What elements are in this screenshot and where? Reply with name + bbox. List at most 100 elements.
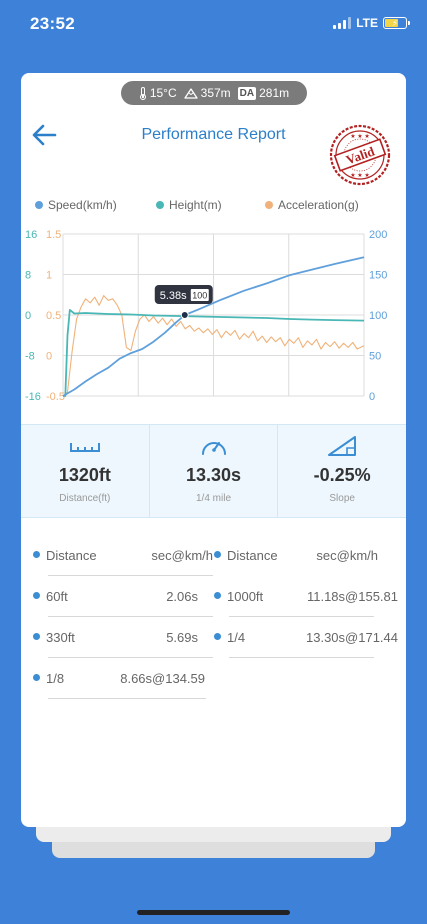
legend-speed[interactable]: Speed(km/h): [35, 198, 117, 212]
speedometer-icon: [201, 442, 226, 455]
stat-distance: 1320ft Distance(ft): [21, 425, 149, 517]
divider: [48, 616, 213, 617]
split-row: 330ft 5.69s 1/4 13.30s@171.44: [33, 621, 403, 662]
network-type: LTE: [356, 16, 378, 30]
stat-label: Slope: [329, 493, 355, 504]
bullet-dot: [33, 633, 40, 640]
speed-axis-tick-label: 200: [369, 229, 387, 241]
page-title: Performance Report: [141, 126, 286, 143]
speed-axis-tick-label: 50: [369, 351, 381, 363]
stat-label: Distance(ft): [59, 493, 111, 504]
summary-stats: 1320ft Distance(ft) 13.30s 1/4 mile -0.2…: [21, 424, 406, 518]
signal-icon: [333, 17, 352, 29]
status-time: 23:52: [30, 14, 75, 33]
altitude-value: 357m: [200, 86, 231, 100]
split-value: 11.18s@155.81: [306, 589, 398, 604]
split-value: 2.06s: [166, 589, 198, 604]
bullet-dot: [33, 674, 40, 681]
divider: [48, 698, 206, 699]
stat-value: 13.30s: [185, 465, 242, 485]
split-distance: 330ft: [46, 630, 75, 645]
divider: [48, 657, 213, 658]
stat-value: -0.25%: [313, 465, 371, 485]
split-distance: 60ft: [46, 589, 68, 604]
divider: [229, 657, 374, 658]
height-axis-tick-label: 16: [25, 229, 37, 241]
density-altitude-value: 281m: [259, 86, 290, 100]
home-indicator[interactable]: [137, 910, 290, 915]
split-header-left: Distance sec@km/h: [33, 539, 213, 580]
stat-value: 1320ft: [58, 465, 111, 485]
slope-icon: [328, 436, 357, 456]
split-header-row: Distance sec@km/h Distance sec@km/h: [33, 539, 403, 580]
split-header-right: Distance sec@km/h: [214, 539, 378, 580]
acceleration-axis-tick-label: 1: [46, 270, 52, 282]
svg-text:★ ★ ★: ★ ★ ★: [350, 133, 369, 140]
bullet-dot: [214, 633, 221, 640]
acceleration-axis-tick-label: -0.5: [46, 391, 65, 403]
split-header-distance: Distance: [46, 548, 97, 563]
legend-acceleration[interactable]: Acceleration(g): [265, 198, 359, 212]
height-axis-tick-label: 0: [25, 310, 31, 322]
divider: [48, 575, 213, 576]
speed-axis-tick-label: 100: [369, 310, 387, 322]
legend-dot: [35, 201, 43, 209]
back-arrow-icon[interactable]: [30, 122, 60, 148]
valid-stamp-icon: Valid ★ ★ ★ ★ ★ ★: [329, 124, 391, 186]
bullet-dot: [214, 592, 221, 599]
split-row: 1/8 8.66s@134.59: [33, 662, 403, 703]
thermometer-icon: [139, 86, 146, 100]
height-axis-tick-label: -8: [25, 351, 35, 363]
mountain-icon: [183, 87, 198, 99]
split-header-distance: Distance: [227, 548, 278, 563]
temperature-value: 15°C: [149, 86, 177, 100]
environment-pill: 15°C 357m DA 281m: [121, 81, 307, 105]
split-item: 60ft 2.06s: [33, 580, 213, 621]
speed-axis-tick-label: 0: [369, 391, 375, 403]
legend-label: Acceleration(g): [278, 198, 359, 212]
legend-label: Height(m): [169, 198, 222, 212]
stat-time: 13.30s 1/4 mile: [148, 425, 278, 517]
legend-dot: [156, 201, 164, 209]
split-item: 1000ft 11.18s@155.81: [214, 580, 398, 621]
split-value: 8.66s@134.59: [120, 671, 205, 686]
chart-legend: Speed(km/h) Height(m) Acceleration(g): [33, 198, 403, 214]
tooltip-value: 100: [192, 291, 207, 301]
series-height-line: [63, 309, 365, 397]
tooltip-time: 5.38s: [160, 290, 187, 302]
tooltip-point: [180, 311, 189, 319]
divider: [229, 616, 374, 617]
split-times-table: Distance sec@km/h Distance sec@km/h 60ft…: [33, 539, 403, 703]
legend-height[interactable]: Height(m): [156, 198, 222, 212]
split-value: 13.30s@171.44: [306, 630, 398, 645]
stat-label: 1/4 mile: [196, 493, 232, 504]
split-distance: 1/8: [46, 671, 65, 686]
height-axis-tick-label: -16: [25, 391, 41, 403]
series-acceleration-line: [62, 295, 365, 397]
acceleration-axis-tick-label: 0.5: [46, 310, 61, 322]
status-bar: 23:52 LTE ⚡: [0, 0, 427, 52]
performance-chart[interactable]: 16 8 0 -8 -16 1.5 1 0.5 0 -0.5 200 150 100 50 0 5.38s 10…: [21, 223, 406, 408]
battery-icon: ⚡: [383, 17, 410, 29]
acceleration-axis-tick-label: 0: [46, 351, 52, 363]
svg-text:★ ★ ★: ★ ★ ★: [350, 172, 369, 179]
performance-report-card: 15°C 357m DA 281m Performance Report Val…: [21, 73, 406, 827]
split-header-value: sec@km/h: [316, 548, 378, 563]
series-speed-line: [62, 256, 365, 397]
split-item: 330ft 5.69s: [33, 621, 213, 662]
split-value: 5.69s: [166, 630, 198, 645]
charging-icon: ⚡: [391, 17, 399, 28]
stat-slope: -0.25% Slope: [277, 425, 406, 517]
split-distance: 1/4: [227, 630, 246, 645]
split-item: 1/8 8.66s@134.59: [33, 662, 213, 703]
temperature-info: 15°C: [139, 86, 177, 100]
altitude-info: 357m: [183, 86, 231, 100]
bullet-dot: [33, 592, 40, 599]
split-item: 1/4 13.30s@171.44: [214, 621, 398, 662]
bullet-dot: [214, 551, 221, 558]
status-indicators: LTE ⚡: [333, 16, 410, 30]
legend-label: Speed(km/h): [48, 198, 117, 212]
bullet-dot: [33, 551, 40, 558]
split-row: 60ft 2.06s 1000ft 11.18s@155.81: [33, 580, 403, 621]
tooltip-value-box: [190, 289, 209, 301]
